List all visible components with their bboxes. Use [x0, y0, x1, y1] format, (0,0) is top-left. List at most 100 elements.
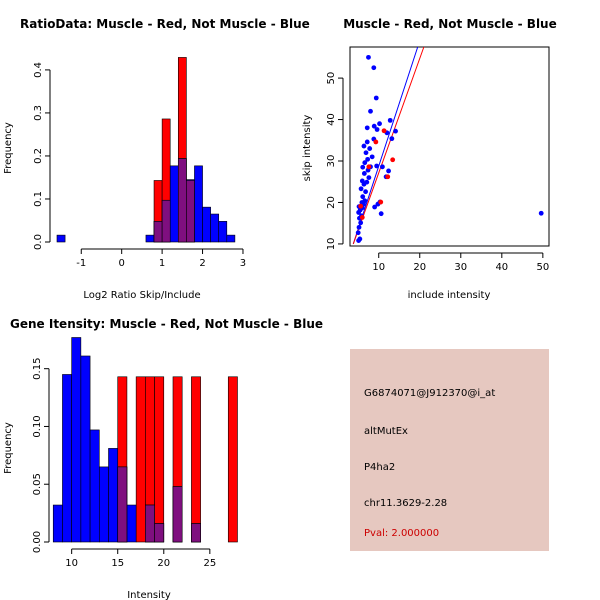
intensity-scatter-axes: 10 20 30 40 50 10 20 30 40 50 — [326, 72, 549, 273]
gene-muscle-bar — [135, 376, 146, 543]
scatter-y-tick-label: 30 — [326, 155, 337, 168]
ratio-overlap-bar — [161, 199, 171, 243]
not-muscle-point — [372, 204, 378, 210]
not-muscle-point — [377, 121, 382, 127]
gene-y-tick-label: 0.10 — [32, 415, 43, 437]
ratio-overlap-bar — [186, 180, 195, 243]
scatter-y-tick-label: 20 — [326, 196, 337, 209]
gene-overlap-bar — [154, 523, 165, 543]
not-muscle-point — [538, 210, 544, 216]
intensity-scatter-title: Muscle - Red, Not Muscle - Blue — [343, 17, 557, 31]
info-panel: G6874071@J912370@i_at altMutEx P4ha2 chr… — [350, 349, 549, 551]
scatter-x-tick-label: 30 — [454, 262, 467, 273]
scatter-x-tick-label: 10 — [372, 262, 385, 273]
scatter-x-tick-label: 20 — [413, 262, 426, 273]
not-muscle-point — [364, 139, 370, 145]
gene-x-tick-label: 25 — [203, 558, 216, 569]
probe-id: G6874071@J912370@i_at — [364, 388, 495, 399]
gene-overlap-bar — [145, 504, 155, 543]
ratio-y-tick-label: 0.4 — [33, 62, 44, 78]
gene-not-muscle-bar — [71, 337, 82, 543]
ratio-not-muscle-bar — [169, 165, 179, 243]
gene-overlap-bar — [191, 523, 201, 543]
not-muscle-point — [361, 143, 367, 149]
ratio-x-tick-label: 2 — [199, 258, 205, 269]
not-muscle-point — [358, 186, 364, 192]
not-muscle-point — [360, 194, 366, 200]
gene-intensity-bars — [52, 337, 238, 543]
ratio-histogram-axes: -1 0 1 2 3 0.0 0.1 0.2 0.3 0.4 — [33, 62, 246, 269]
muscle-point — [366, 164, 372, 170]
ratio-histogram: RatioData: Muscle - Red, Not Muscle - Bl… — [3, 17, 310, 301]
not-muscle-point — [361, 171, 367, 176]
ratio-overlap-bar — [153, 221, 163, 243]
ratio-histogram-ylabel: Frequency — [3, 122, 14, 174]
gene-name: P4ha2 — [364, 462, 395, 473]
gene-intensity-histogram: Gene Itensity: Muscle - Red, Not Muscle … — [3, 317, 323, 600]
ratio-x-tick-label: 1 — [159, 258, 165, 269]
muscle-point — [373, 139, 379, 145]
ratio-y-tick-label: 0.1 — [33, 191, 44, 207]
ratio-histogram-bars — [56, 57, 236, 243]
ratio-y-tick-label: 0.2 — [33, 148, 44, 164]
not-muscle-point — [364, 179, 370, 185]
p-value: Pval: 2.000000 — [364, 528, 439, 539]
not-muscle-point — [378, 211, 384, 217]
gene-y-tick-label: 0.15 — [32, 358, 43, 380]
gene-overlap-bar — [117, 466, 128, 543]
not-muscle-point — [393, 128, 398, 134]
not-muscle-point — [357, 236, 363, 242]
not-muscle-point — [371, 65, 377, 71]
ratio-x-tick-label: -1 — [76, 258, 86, 269]
chromosome-location: chr11.3629-2.28 — [364, 498, 447, 509]
ratio-x-tick-label: 0 — [119, 258, 125, 269]
ratio-histogram-xlabel: Log2 Ratio Skip/Include — [83, 290, 200, 301]
muscle-point — [385, 174, 391, 180]
gene-muscle-bar — [227, 376, 238, 543]
scatter-fit-lines — [352, 46, 425, 245]
scatter-x-tick-label: 50 — [536, 262, 549, 273]
ratio-not-muscle-bar — [145, 234, 155, 243]
scatter-y-tick-label: 10 — [326, 238, 337, 251]
ratio-not-muscle-bar — [202, 206, 211, 243]
gene-not-muscle-bar — [98, 466, 109, 543]
scatter-plot-box — [349, 46, 550, 247]
scatter-points — [355, 54, 544, 244]
scatter-y-tick-label: 40 — [326, 113, 337, 126]
not-muscle-point — [387, 117, 393, 123]
gene-y-tick-label: 0.05 — [32, 473, 43, 495]
gene-intensity-axes: 10 15 20 25 0.00 0.05 0.10 0.15 — [32, 358, 216, 569]
muscle-point — [381, 128, 387, 134]
muscle-point — [390, 157, 396, 163]
not-muscle-point — [369, 154, 375, 160]
gene-x-tick-label: 15 — [111, 558, 124, 569]
not-muscle-point — [368, 108, 373, 114]
gene-overlap-bar — [172, 486, 183, 543]
muscle-point — [358, 203, 364, 209]
gene-x-tick-label: 10 — [65, 558, 78, 569]
gene-y-tick-label: 0.00 — [32, 531, 43, 553]
gene-intensity-title: Gene Itensity: Muscle - Red, Not Muscle … — [10, 317, 323, 331]
not-muscle-point — [365, 156, 371, 162]
not-muscle-point — [374, 127, 380, 132]
not-muscle-point — [362, 198, 368, 204]
event-type: altMutEx — [364, 426, 408, 437]
not-muscle-point — [355, 230, 361, 236]
ratio-not-muscle-bar — [218, 221, 228, 243]
ratio-y-tick-label: 0.3 — [33, 105, 44, 121]
gene-x-tick-label: 20 — [157, 558, 170, 569]
not-muscle-point — [389, 136, 395, 142]
not-muscle-point — [374, 163, 380, 169]
scatter-y-tick-label: 50 — [326, 72, 337, 85]
ratio-x-tick-label: 3 — [240, 258, 246, 269]
scatter-x-tick-label: 40 — [495, 262, 508, 273]
ratio-not-muscle-bar — [210, 213, 220, 243]
not-muscle-point — [363, 150, 369, 156]
gene-not-muscle-bar — [108, 448, 119, 543]
intensity-scatter-ylabel: skip intensity — [302, 115, 313, 182]
gene-intensity-xlabel: Intensity — [127, 590, 171, 600]
not-muscle-point — [366, 175, 372, 180]
gene-not-muscle-bar — [52, 504, 63, 543]
gene-not-muscle-bar — [89, 429, 100, 543]
